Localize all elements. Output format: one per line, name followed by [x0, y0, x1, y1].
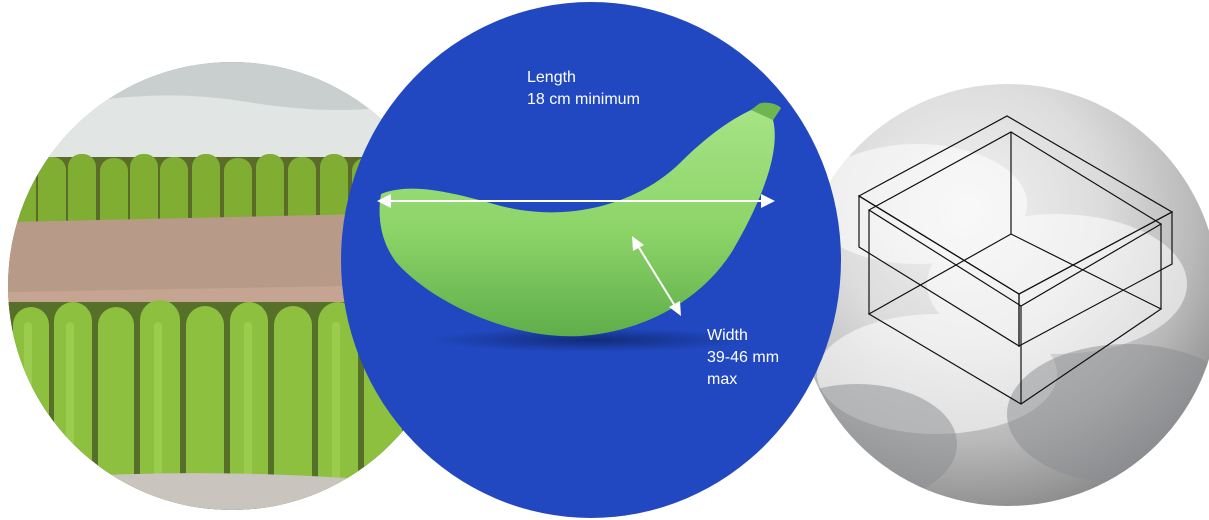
width-qualifier: max — [707, 371, 738, 388]
width-title: Width — [707, 327, 748, 344]
banana-measurement-disc — [341, 2, 841, 518]
banana-shadow — [431, 328, 751, 352]
width-value: 39-46 mm — [707, 349, 780, 366]
cloud-box-photo — [797, 84, 1209, 506]
width-arrow — [632, 236, 681, 316]
length-title: Length — [527, 69, 576, 86]
length-arrow — [377, 194, 775, 208]
width-label: Width 39-46 mm max — [707, 325, 779, 391]
length-value: 18 cm minimum — [527, 91, 640, 108]
length-label: Length 18 cm minimum — [527, 67, 640, 111]
banana-illustration — [379, 103, 781, 337]
